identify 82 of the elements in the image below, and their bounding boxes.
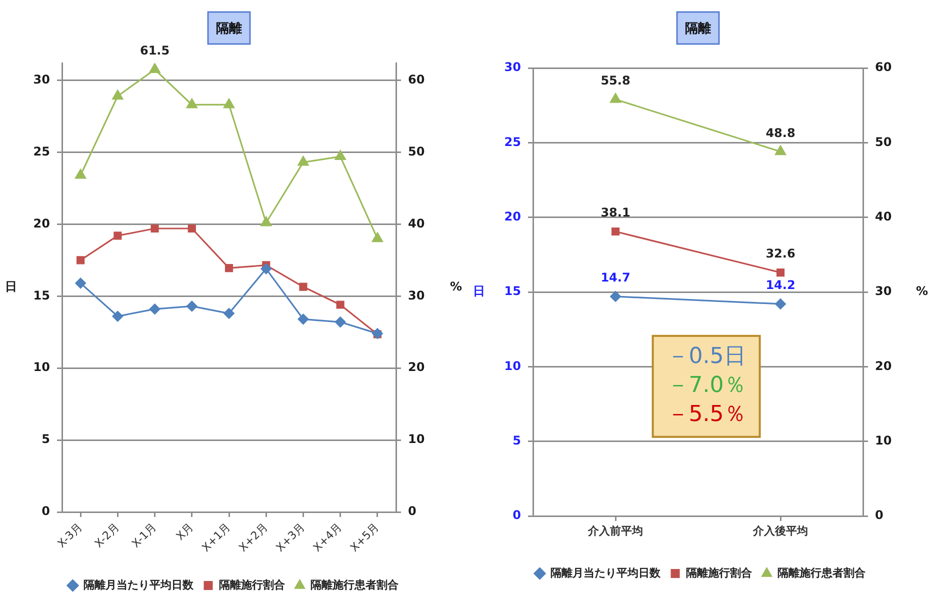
y-tick-label: 10 bbox=[504, 358, 521, 373]
point bbox=[74, 168, 86, 179]
y2-tick-label: 50 bbox=[408, 144, 425, 158]
point bbox=[224, 264, 234, 272]
chart-title: 隔離 bbox=[216, 21, 242, 36]
y-axis-title: 日 bbox=[5, 280, 17, 294]
point bbox=[223, 98, 235, 108]
point bbox=[149, 63, 160, 73]
y2-tick-label: 30 bbox=[408, 288, 425, 302]
legend-label: 隔離施行割合 bbox=[686, 566, 753, 580]
point bbox=[776, 268, 785, 277]
y2-tick-label: 40 bbox=[408, 216, 425, 230]
y-tick-label: 15 bbox=[33, 288, 50, 302]
y-axis-title: 日 bbox=[473, 284, 485, 298]
point bbox=[186, 98, 198, 108]
y-tick-label: 0 bbox=[512, 508, 521, 522]
y2-tick-label: 0 bbox=[408, 504, 416, 518]
x-tick-label: 介入前平均 bbox=[587, 524, 643, 538]
annotation: －0.5日 bbox=[666, 344, 746, 370]
data-label: 14.7 bbox=[600, 270, 630, 285]
point bbox=[336, 300, 344, 309]
legend-label: 隔離施行患者割合 bbox=[310, 578, 400, 592]
point bbox=[149, 304, 160, 315]
y-tick-label: 5 bbox=[512, 433, 521, 448]
point bbox=[260, 216, 272, 226]
y2-tick-label: 60 bbox=[408, 72, 425, 86]
y2-tick-label: 40 bbox=[875, 209, 892, 224]
x-tick-label: X-3月 bbox=[55, 520, 85, 550]
legend-label: 隔離月当たり平均日数 bbox=[550, 566, 662, 580]
annotation: －7.0％ bbox=[666, 373, 746, 398]
x-tick-label: X月 bbox=[174, 520, 196, 543]
point bbox=[186, 300, 198, 312]
point bbox=[188, 224, 196, 233]
point bbox=[611, 227, 620, 236]
y-tick-label: 10 bbox=[33, 360, 50, 374]
point bbox=[76, 256, 85, 264]
y2-tick-label: 60 bbox=[875, 60, 892, 74]
y2-tick-label: 20 bbox=[408, 360, 425, 374]
point bbox=[112, 310, 124, 322]
point bbox=[299, 282, 308, 291]
point bbox=[298, 156, 309, 166]
x-tick-label: X-2月 bbox=[92, 520, 122, 550]
point bbox=[334, 150, 346, 160]
data-label: 48.8 bbox=[766, 126, 796, 140]
y-tick-label: 15 bbox=[504, 284, 521, 298]
annotation: －5.5％ bbox=[666, 402, 746, 428]
y2-tick-label: 20 bbox=[875, 358, 892, 373]
y-tick-label: 25 bbox=[33, 144, 50, 158]
y-tick-label: 5 bbox=[42, 432, 50, 446]
y-tick-label: 30 bbox=[33, 72, 50, 86]
point bbox=[334, 316, 346, 328]
data-label: 38.1 bbox=[600, 206, 630, 220]
point bbox=[224, 308, 234, 319]
data-label: 32.6 bbox=[766, 246, 796, 261]
y-tick-label: 0 bbox=[42, 504, 50, 518]
y2-tick-label: 0 bbox=[875, 508, 884, 522]
y2-tick-label: 50 bbox=[875, 134, 892, 149]
point bbox=[114, 232, 122, 240]
y2-axis-title: % bbox=[916, 284, 928, 298]
data-label: 61.5 bbox=[140, 44, 170, 58]
y-tick-label: 20 bbox=[33, 216, 50, 230]
data-label: 14.2 bbox=[766, 278, 796, 292]
point bbox=[298, 314, 309, 325]
y2-tick-label: 10 bbox=[408, 432, 425, 446]
y-tick-label: 30 bbox=[504, 60, 521, 74]
chart-title: 隔離 bbox=[685, 21, 711, 36]
point bbox=[372, 232, 384, 242]
legend-label: 隔離月当たり平均日数 bbox=[83, 578, 194, 592]
x-tick-label: 介入後平均 bbox=[752, 524, 808, 538]
y-tick-label: 25 bbox=[504, 134, 521, 149]
data-label: 55.8 bbox=[600, 73, 630, 88]
legend-label: 隔離施行割合 bbox=[218, 578, 286, 592]
y-tick-label: 20 bbox=[504, 209, 521, 224]
y2-axis-title: % bbox=[450, 280, 462, 294]
y2-tick-label: 30 bbox=[875, 284, 892, 298]
y2-tick-label: 10 bbox=[875, 433, 892, 448]
point bbox=[112, 90, 124, 100]
point bbox=[260, 263, 272, 274]
x-tick-label: X-1月 bbox=[129, 520, 159, 550]
point bbox=[75, 278, 86, 289]
point bbox=[150, 224, 159, 233]
legend-label: 隔離施行患者割合 bbox=[777, 566, 866, 580]
